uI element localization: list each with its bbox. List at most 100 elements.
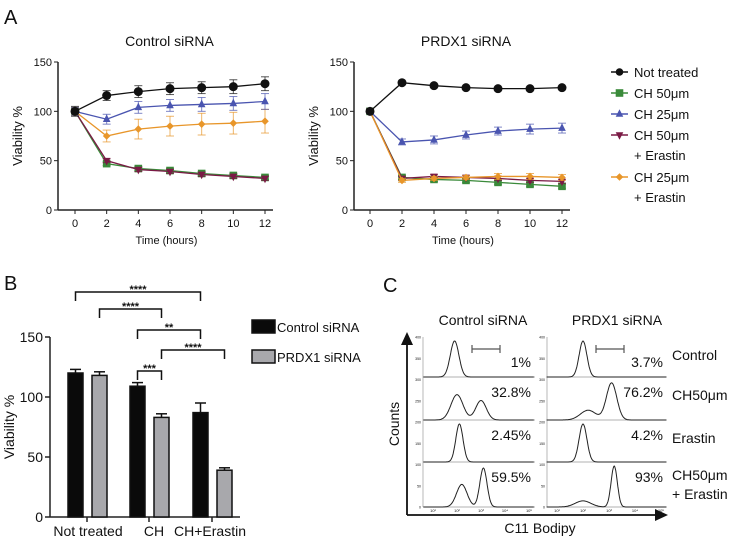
panel-label-b: B (4, 273, 17, 295)
legend-label: + Erastin (634, 190, 686, 205)
histogram-curve (546, 382, 667, 421)
histogram-curve (423, 340, 534, 378)
hist-x-tick-label: 10⁴ (502, 508, 508, 513)
row-label: + Erastin (672, 486, 728, 502)
x-tick-label: 0 (367, 218, 373, 230)
legend-item: CH 50μm (611, 86, 689, 101)
y-axis-label: Viability % (1, 395, 17, 459)
data-point-diamond (526, 172, 534, 181)
hist-y-tick-label: 250 (539, 399, 545, 403)
hist-x-tick-label: 10³ (478, 508, 484, 513)
data-point-diamond (166, 122, 174, 130)
bracket-line (74, 291, 202, 301)
significance-bracket: ** (136, 322, 202, 339)
percent-label: 76.2% (623, 384, 663, 400)
data-point-circle (102, 91, 112, 101)
hist-y-tick-label: 100 (415, 463, 421, 467)
bar-control-sirna (129, 385, 146, 518)
hist-y-tick-label: 50 (417, 484, 421, 488)
legend: Not treated CH 50μm CH 25μm CH 50μm + Erasti… (611, 65, 698, 205)
data-point-square (615, 89, 624, 97)
hist-x-tick-label: 10⁴ (632, 508, 638, 513)
series-ch-25-m (366, 106, 566, 146)
data-point-circle (429, 81, 439, 91)
x-axis-label: Time (hours) (432, 235, 494, 247)
bar-chart-viability: 0 50 100 150 Viability % Not treated CH CH+Eras… (1, 284, 361, 539)
data-point-diamond (558, 173, 566, 182)
significance-bracket: **** (98, 301, 163, 318)
data-point-triangle-down (134, 166, 143, 175)
percent-label: 59.5% (491, 469, 531, 485)
significance-label: **** (184, 342, 202, 354)
hist-y-tick-label: 350 (415, 357, 421, 361)
data-point-diamond (102, 132, 111, 140)
data-point-diamond (615, 173, 624, 181)
legend-swatch (251, 319, 276, 334)
y-tick-label: 150 (20, 329, 44, 345)
hist-y-tick-label: 200 (539, 421, 545, 425)
bar-prdx1-sirna (153, 416, 170, 518)
x-tick-label: 10 (524, 218, 536, 230)
data-point-diamond (134, 125, 143, 133)
data-point-circle (133, 87, 143, 97)
y-tick-label: 50 (336, 156, 348, 168)
data-point-circle (461, 83, 471, 93)
x-tick-label: 0 (72, 218, 78, 230)
hist-y-tick-label: 300 (539, 378, 545, 382)
x-tick-label: 2 (399, 218, 405, 230)
y-tick-label: 100 (330, 106, 348, 118)
legend-label: PRDX1 siRNA (277, 350, 361, 365)
bar-control-sirna (192, 411, 209, 518)
percent-label: 32.8% (491, 384, 531, 400)
bracket-line (136, 370, 163, 380)
x-tick-label: 12 (556, 218, 568, 230)
data-point-triangle (197, 99, 206, 108)
chart-title: PRDX1 siRNA (421, 33, 512, 49)
bar-prdx1-sirna (91, 374, 108, 518)
hist-y-tick-label: 0 (419, 506, 421, 510)
hist-y-tick-label: 150 (415, 442, 421, 446)
data-point-triangle (398, 137, 406, 145)
data-point-circle (197, 83, 207, 93)
bracket-line (98, 308, 163, 318)
data-point-diamond (229, 119, 238, 127)
histogram-curve (546, 423, 667, 463)
data-point-triangle-down (102, 157, 111, 166)
legend-label: CH 50μm (634, 128, 689, 143)
series-ch-25-m-erastin (366, 107, 566, 185)
arrow-head-icon (655, 509, 668, 521)
y-tick-label: 50 (40, 156, 52, 168)
x-tick-label: 2 (104, 218, 110, 230)
data-point-triangle (430, 135, 438, 143)
data-point-circle (228, 82, 238, 92)
y-tick-label: 0 (46, 205, 52, 217)
data-point-circle (493, 84, 503, 94)
series-not-treated (365, 78, 567, 116)
significance-bracket: **** (160, 342, 226, 359)
data-point-diamond (494, 172, 502, 181)
data-point-triangle (526, 124, 534, 132)
panel-label-c: C (383, 275, 397, 297)
data-point-circle (165, 84, 175, 94)
data-point-triangle (102, 114, 111, 123)
hist-x-tick-label: 10³ (606, 508, 612, 513)
y-tick-label: 100 (34, 106, 52, 118)
y-tick-label: 150 (330, 57, 348, 69)
data-point-triangle (558, 123, 566, 131)
category-label: CH (144, 523, 164, 539)
data-point-triangle-down (615, 132, 624, 140)
hist-x-tick-label: 10¹ (430, 508, 436, 513)
bar-control-sirna (67, 372, 84, 518)
percent-label: 2.45% (491, 427, 531, 443)
x-tick-label: 10 (227, 218, 239, 230)
bracket-line (160, 349, 226, 359)
data-point-diamond (462, 173, 470, 182)
data-point-triangle-down (229, 173, 238, 182)
significance-label: **** (122, 301, 140, 313)
line-chart-control-sirna: Control siRNA 0 50 100 150 0 2 4 6 8 10 12 Time (hou… (10, 33, 273, 247)
data-point-triangle (229, 98, 238, 107)
legend-item: Not treated (611, 65, 698, 80)
data-point-triangle-down (261, 175, 269, 184)
legend-label: CH 25μm (634, 107, 689, 122)
